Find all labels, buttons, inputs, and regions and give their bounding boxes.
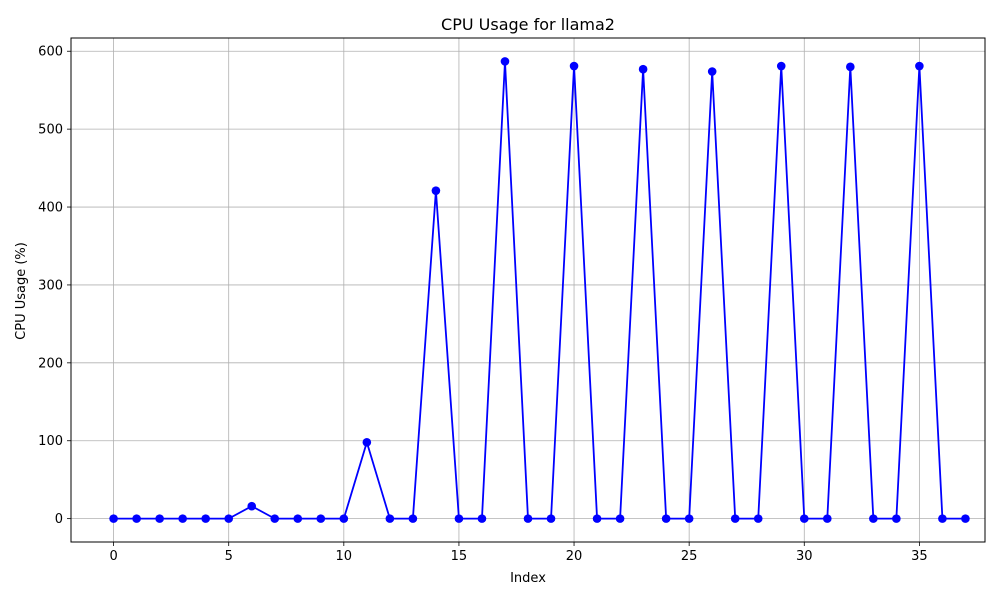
- x-tick-label: 15: [451, 549, 468, 564]
- y-tick-label: 300: [38, 278, 63, 293]
- x-tick-label: 30: [796, 549, 813, 564]
- data-point-marker: [270, 514, 280, 523]
- data-point-marker: [385, 514, 395, 523]
- data-point-marker: [799, 514, 809, 523]
- x-tick-label: 20: [566, 549, 583, 564]
- x-axis-label: Index: [510, 571, 546, 586]
- y-axis-label: CPU Usage (%): [14, 242, 29, 340]
- data-point-marker: [938, 514, 947, 523]
- x-tick-label: 35: [911, 549, 928, 564]
- x-tick-label: 25: [681, 549, 698, 564]
- data-point-marker: [592, 514, 602, 523]
- data-point-marker: [638, 64, 648, 74]
- data-point-marker: [869, 514, 878, 523]
- data-point-marker: [661, 514, 671, 523]
- data-point-marker: [339, 514, 349, 523]
- data-point-marker: [684, 514, 694, 523]
- data-point-marker: [523, 514, 533, 523]
- data-point-marker: [293, 514, 303, 523]
- data-point-marker: [247, 501, 257, 511]
- chart-title: CPU Usage for llama2: [441, 15, 615, 34]
- data-point-marker: [892, 514, 901, 523]
- data-point-marker: [477, 514, 487, 523]
- data-point-marker: [822, 514, 832, 523]
- data-point-marker: [730, 514, 740, 523]
- x-tick-label: 5: [225, 549, 233, 564]
- data-point-marker: [316, 514, 326, 523]
- data-point-marker: [431, 186, 441, 195]
- y-tick-label: 0: [55, 512, 63, 527]
- data-point-marker: [500, 57, 510, 66]
- data-point-marker: [224, 514, 234, 523]
- data-point-marker: [546, 514, 556, 523]
- data-point-marker: [846, 62, 855, 72]
- data-point-marker: [776, 61, 786, 71]
- data-point-marker: [454, 514, 464, 523]
- data-point-marker: [615, 514, 625, 523]
- plot-area-frame: [70, 37, 986, 543]
- data-point-marker: [132, 514, 141, 523]
- series-line-layer: [113, 60, 966, 520]
- series-marker-layer: [109, 57, 970, 523]
- grid-lines: [71, 38, 985, 542]
- y-tick-label: 200: [38, 356, 63, 371]
- x-tick-label: 0: [109, 549, 117, 564]
- data-point-marker: [155, 514, 164, 523]
- data-point-marker: [178, 514, 187, 523]
- data-point-marker: [408, 514, 418, 523]
- data-point-marker: [707, 67, 717, 76]
- y-tick-label: 400: [38, 201, 63, 216]
- y-tick-label: 500: [38, 123, 63, 138]
- x-axis-ticks: 0 5 10 15 20 25 30 35: [109, 542, 928, 564]
- data-point-marker: [915, 61, 924, 71]
- y-tick-label: 100: [38, 434, 63, 449]
- data-point-marker: [753, 514, 763, 523]
- y-axis-ticks: 0 100 200 300 400 500 600: [38, 45, 71, 527]
- x-tick-label: 10: [336, 549, 353, 564]
- series-line: [113, 60, 966, 520]
- data-point-marker: [961, 514, 970, 523]
- y-tick-label: 600: [38, 45, 63, 60]
- data-point-marker: [201, 514, 210, 523]
- data-point-marker: [109, 514, 118, 523]
- data-point-marker: [569, 61, 579, 71]
- data-point-marker: [362, 437, 372, 447]
